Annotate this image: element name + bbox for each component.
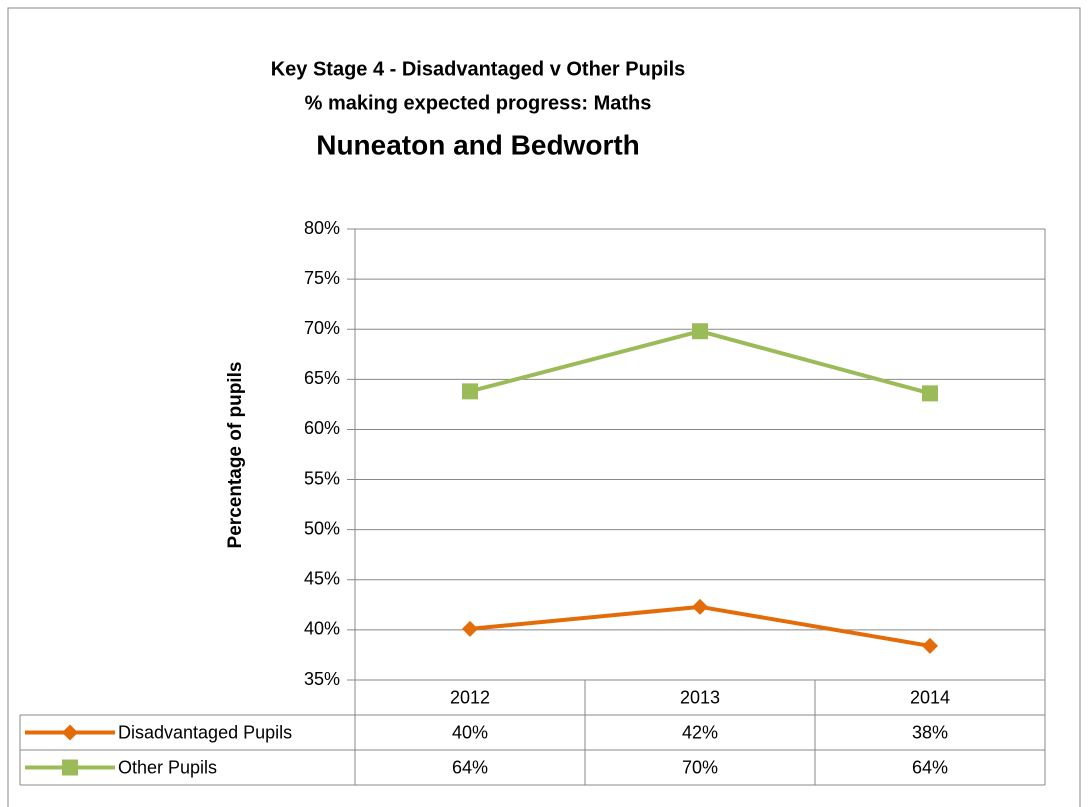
marker [62,724,78,741]
legend-label: Disadvantaged Pupils [118,722,292,742]
y-tick-label: 55% [304,468,340,488]
marker [922,385,938,402]
marker [692,598,708,615]
data-label: 64% [452,757,488,777]
y-tick-label: 35% [304,669,340,689]
legend-label: Other Pupils [118,757,217,777]
y-tick-label: 65% [304,368,340,388]
y-tick-label: 80% [304,218,340,238]
data-label: 70% [682,757,718,777]
y-axis-label: Percentage of pupils [225,362,246,549]
y-tick-label: 60% [304,418,340,438]
marker [62,759,78,776]
chart-title: Key Stage 4 - Disadvantaged v Other Pupi… [271,58,686,80]
data-label: 64% [912,757,948,777]
marker [462,383,478,400]
x-tick-label: 2012 [450,687,490,707]
chart-subtitle: Nuneaton and Bedworth [316,129,640,160]
chart-subtitle: % making expected progress: Maths [305,92,652,114]
y-tick-label: 40% [304,619,340,639]
data-label: 40% [452,722,488,742]
data-label: 38% [912,722,948,742]
chart-border [7,7,1081,807]
x-tick-label: 2014 [910,687,950,707]
marker [692,323,708,340]
y-tick-label: 50% [304,518,340,538]
marker [462,620,478,637]
y-tick-label: 75% [304,268,340,288]
y-tick-label: 70% [304,318,340,338]
y-tick-label: 45% [304,569,340,589]
data-label: 42% [682,722,718,742]
x-tick-label: 2013 [680,687,720,707]
series-line [469,329,931,396]
marker [922,637,938,654]
